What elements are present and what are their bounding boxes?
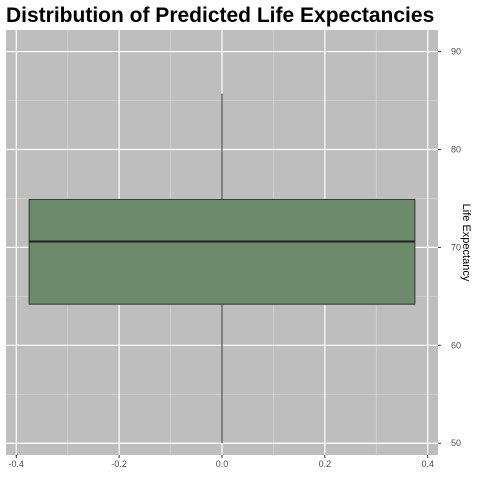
box-group [28, 93, 416, 444]
y-tick-label: 90 [451, 47, 461, 57]
y-axis-label: Life Expectancy [460, 204, 472, 282]
y-tick-label: 50 [451, 438, 461, 448]
y-tick-label: 70 [451, 242, 461, 252]
x-tick-label: 0.2 [319, 459, 332, 469]
x-axis: -0.4 -0.2 0.0 0.2 0.4 [9, 455, 434, 469]
x-tick-label: 0.4 [421, 459, 434, 469]
iqr-box [28, 198, 416, 305]
y-axis: 50 60 70 80 90 [438, 47, 461, 448]
y-tick-label: 60 [451, 340, 461, 350]
y-tick-label: 80 [451, 144, 461, 154]
x-tick-label: -0.2 [111, 459, 127, 469]
chart-title: Distribution of Predicted Life Expectanc… [6, 4, 434, 27]
x-tick-label: 0.0 [216, 459, 229, 469]
x-tick-label: -0.4 [9, 459, 25, 469]
